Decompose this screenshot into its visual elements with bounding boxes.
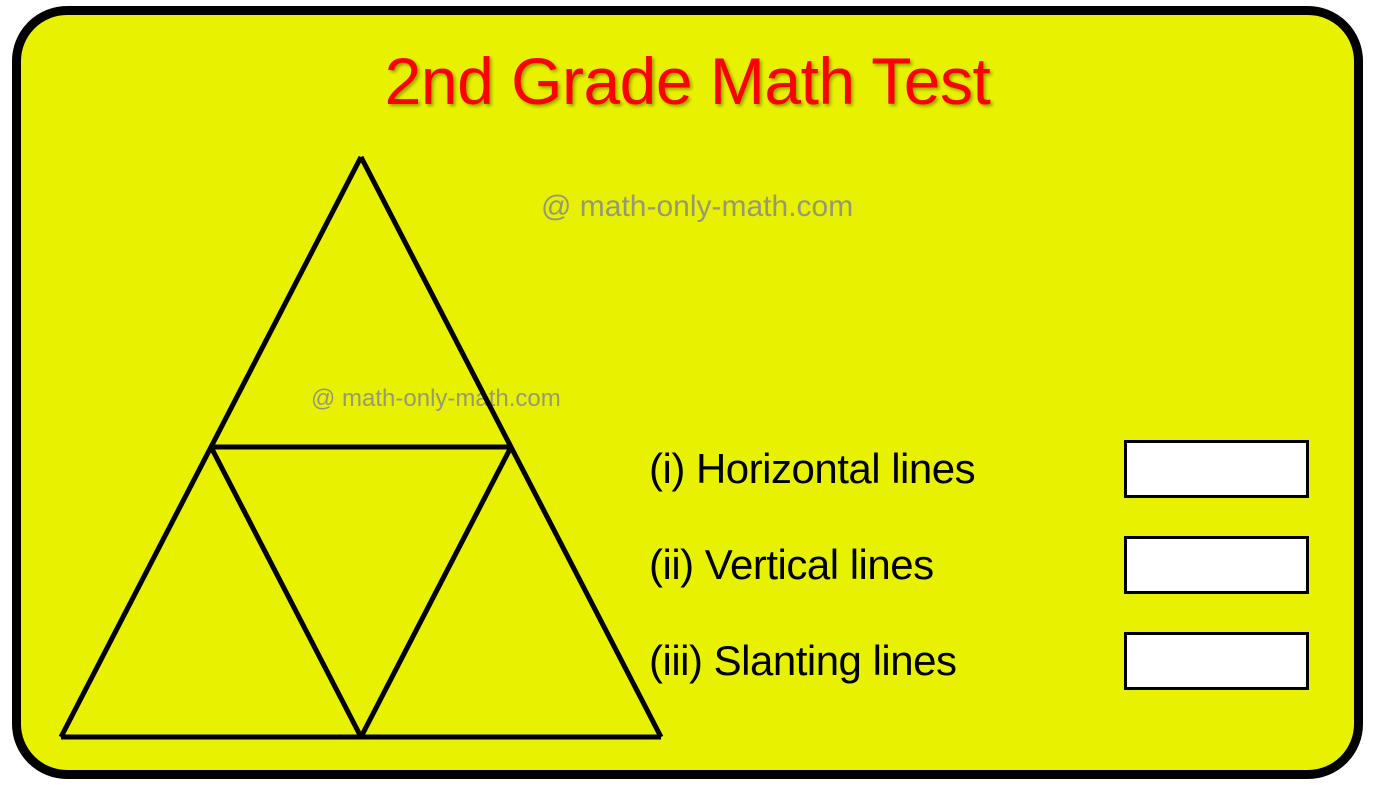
answer-input-slanting[interactable] <box>1124 632 1309 690</box>
question-label: (ii) Vertical lines <box>649 541 934 589</box>
inner-left-slant <box>211 447 361 737</box>
question-row: (iii) Slanting lines <box>649 632 1309 690</box>
questions-block: (i) Horizontal lines (ii) Vertical lines… <box>649 440 1309 728</box>
question-row: (ii) Vertical lines <box>649 536 1309 594</box>
triangle-diagram <box>51 147 671 767</box>
question-row: (i) Horizontal lines <box>649 440 1309 498</box>
worksheet-card: 2nd Grade Math Test @ math-only-math.com… <box>12 6 1363 779</box>
answer-input-vertical[interactable] <box>1124 536 1309 594</box>
question-label: (i) Horizontal lines <box>649 445 975 493</box>
answer-input-horizontal[interactable] <box>1124 440 1309 498</box>
question-label: (iii) Slanting lines <box>649 637 956 685</box>
page-title: 2nd Grade Math Test <box>21 43 1354 119</box>
inner-right-slant <box>361 447 511 737</box>
